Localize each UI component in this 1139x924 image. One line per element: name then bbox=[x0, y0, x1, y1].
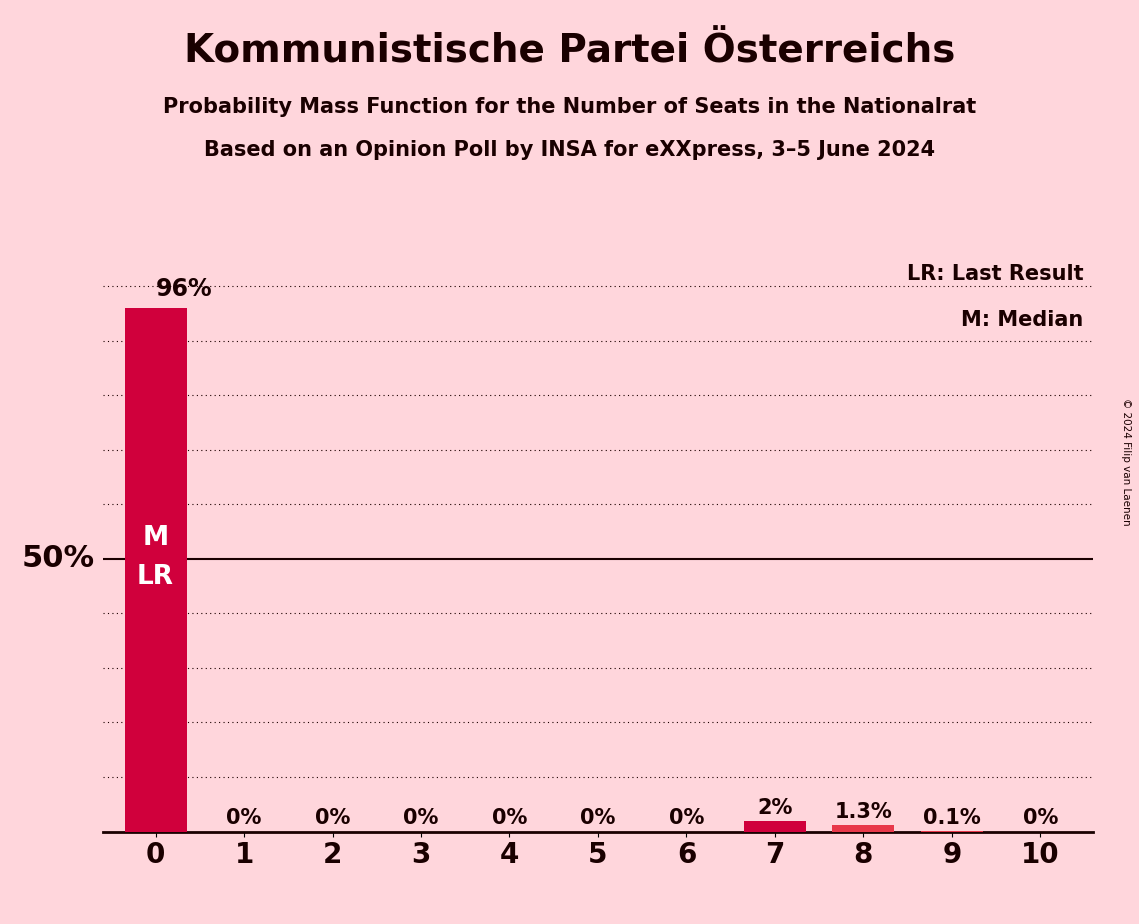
Text: Based on an Opinion Poll by INSA for eXXpress, 3–5 June 2024: Based on an Opinion Poll by INSA for eXX… bbox=[204, 140, 935, 161]
Text: 0%: 0% bbox=[403, 808, 439, 828]
Text: 0%: 0% bbox=[227, 808, 262, 828]
Text: 1.3%: 1.3% bbox=[835, 802, 892, 821]
Text: 96%: 96% bbox=[156, 277, 212, 301]
Text: 0%: 0% bbox=[1023, 808, 1058, 828]
Text: M: Median: M: Median bbox=[961, 310, 1083, 330]
Text: 0%: 0% bbox=[314, 808, 350, 828]
Text: LR: Last Result: LR: Last Result bbox=[907, 264, 1083, 285]
Text: 0%: 0% bbox=[669, 808, 704, 828]
Text: 0%: 0% bbox=[580, 808, 616, 828]
Text: Probability Mass Function for the Number of Seats in the Nationalrat: Probability Mass Function for the Number… bbox=[163, 97, 976, 117]
Text: Kommunistische Partei Österreichs: Kommunistische Partei Österreichs bbox=[183, 32, 956, 70]
Text: 2%: 2% bbox=[757, 798, 793, 818]
Text: M: M bbox=[142, 525, 169, 551]
Bar bbox=[124, 308, 187, 832]
Text: 50%: 50% bbox=[22, 544, 95, 573]
Bar bbox=[833, 824, 894, 832]
Text: 0%: 0% bbox=[492, 808, 527, 828]
Bar bbox=[744, 821, 806, 832]
Text: LR: LR bbox=[137, 565, 174, 590]
Text: 0.1%: 0.1% bbox=[923, 808, 981, 828]
Text: © 2024 Filip van Laenen: © 2024 Filip van Laenen bbox=[1121, 398, 1131, 526]
